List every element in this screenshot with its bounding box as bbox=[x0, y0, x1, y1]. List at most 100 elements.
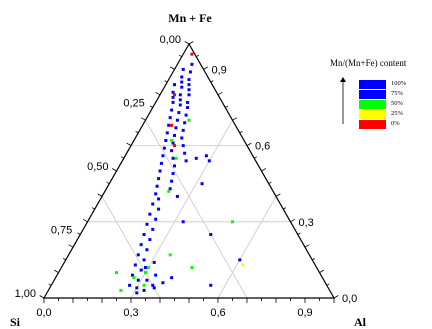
data-point bbox=[168, 187, 172, 191]
data-point bbox=[170, 179, 174, 183]
tick-mark bbox=[268, 181, 272, 185]
data-point bbox=[174, 126, 178, 130]
data-point bbox=[167, 189, 171, 193]
tick-label-left: 0,50 bbox=[87, 161, 108, 173]
data-point bbox=[181, 144, 185, 148]
data-point bbox=[186, 100, 190, 104]
tick-mark bbox=[111, 168, 117, 172]
data-point bbox=[194, 156, 198, 160]
data-point bbox=[181, 67, 185, 71]
data-point bbox=[139, 243, 143, 247]
data-point bbox=[171, 156, 175, 160]
data-point bbox=[183, 151, 187, 155]
data-point bbox=[168, 116, 172, 120]
data-point bbox=[148, 212, 152, 216]
tick-mark bbox=[126, 142, 132, 146]
legend-title: Mn/(Mn+Fe) content bbox=[330, 58, 407, 68]
tick-mark bbox=[283, 207, 287, 210]
data-point bbox=[187, 78, 191, 82]
data-point bbox=[142, 283, 146, 287]
tick-mark bbox=[246, 142, 252, 146]
tick-mark bbox=[239, 131, 243, 134]
data-point bbox=[180, 85, 184, 89]
vertex-label-top: Mn + Fe bbox=[168, 11, 212, 25]
data-point bbox=[173, 93, 176, 97]
tick-label-bottom: 0,0 bbox=[36, 307, 51, 319]
tick-mark bbox=[210, 80, 214, 83]
data-point bbox=[119, 288, 123, 292]
data-point bbox=[231, 220, 234, 224]
data-point bbox=[161, 281, 165, 285]
legend-label: 50% bbox=[391, 100, 404, 107]
data-point bbox=[133, 263, 137, 267]
tick-label-left: 0,75 bbox=[51, 225, 72, 237]
data-point bbox=[155, 184, 159, 188]
legend-label: 25% bbox=[391, 110, 404, 117]
tick-label-bottom: 0,3 bbox=[123, 307, 138, 319]
data-point bbox=[144, 271, 147, 275]
data-point bbox=[151, 202, 155, 206]
data-point bbox=[187, 93, 191, 97]
legend-arrow-head bbox=[340, 77, 346, 82]
data-point bbox=[145, 222, 149, 226]
data-point bbox=[132, 276, 136, 280]
data-point bbox=[188, 70, 192, 74]
data-point bbox=[181, 128, 185, 132]
data-point bbox=[135, 286, 139, 290]
tick-mark bbox=[225, 105, 229, 108]
data-point bbox=[200, 182, 204, 186]
tick-label-right: 0,0 bbox=[342, 293, 357, 305]
data-point bbox=[168, 253, 172, 257]
legend-label: 100% bbox=[391, 80, 407, 87]
tick-mark bbox=[319, 269, 325, 273]
data-point bbox=[171, 100, 175, 104]
data-point bbox=[178, 103, 182, 107]
data-point bbox=[178, 98, 182, 102]
data-point bbox=[204, 154, 208, 158]
data-point bbox=[142, 258, 146, 262]
data-point bbox=[152, 260, 156, 264]
data-point bbox=[157, 197, 161, 201]
tick-mark bbox=[135, 131, 139, 134]
tick-mark bbox=[169, 66, 175, 70]
data-point bbox=[142, 233, 146, 236]
tick-mark bbox=[82, 218, 88, 223]
legend: Mn/(Mn+Fe) content 100% 75% 50% 25% 0% bbox=[330, 58, 407, 129]
data-point bbox=[173, 144, 176, 148]
data-point bbox=[187, 83, 191, 87]
tick-mark bbox=[304, 244, 310, 248]
tick-mark bbox=[39, 295, 45, 299]
data-point bbox=[175, 118, 179, 122]
legend-label: 0% bbox=[391, 120, 400, 127]
tick-mark bbox=[120, 156, 124, 159]
grid-line bbox=[217, 196, 277, 299]
data-point bbox=[180, 80, 184, 84]
tick-mark bbox=[297, 232, 301, 235]
tick-mark bbox=[53, 269, 59, 273]
data-point bbox=[186, 106, 190, 109]
data-point bbox=[154, 273, 158, 277]
data-point bbox=[184, 113, 188, 117]
tick-mark bbox=[106, 181, 110, 185]
tick-mark bbox=[333, 295, 339, 299]
tick-mark bbox=[254, 156, 258, 159]
data-point bbox=[190, 52, 194, 56]
tick-label-left: 0,25 bbox=[123, 98, 144, 110]
data-point bbox=[167, 123, 171, 127]
data-point bbox=[170, 276, 174, 280]
data-point bbox=[207, 159, 211, 163]
data-point bbox=[187, 118, 191, 122]
data-point bbox=[174, 156, 178, 160]
tick-mark bbox=[164, 80, 168, 83]
data-point bbox=[178, 93, 182, 97]
data-point bbox=[171, 141, 175, 145]
data-point bbox=[170, 139, 174, 143]
tick-mark bbox=[184, 41, 190, 45]
data-point bbox=[139, 268, 143, 272]
legend-swatch bbox=[359, 100, 386, 109]
data-point bbox=[209, 283, 213, 287]
data-point bbox=[164, 139, 168, 143]
data-point bbox=[146, 266, 150, 270]
data-point bbox=[190, 62, 194, 66]
